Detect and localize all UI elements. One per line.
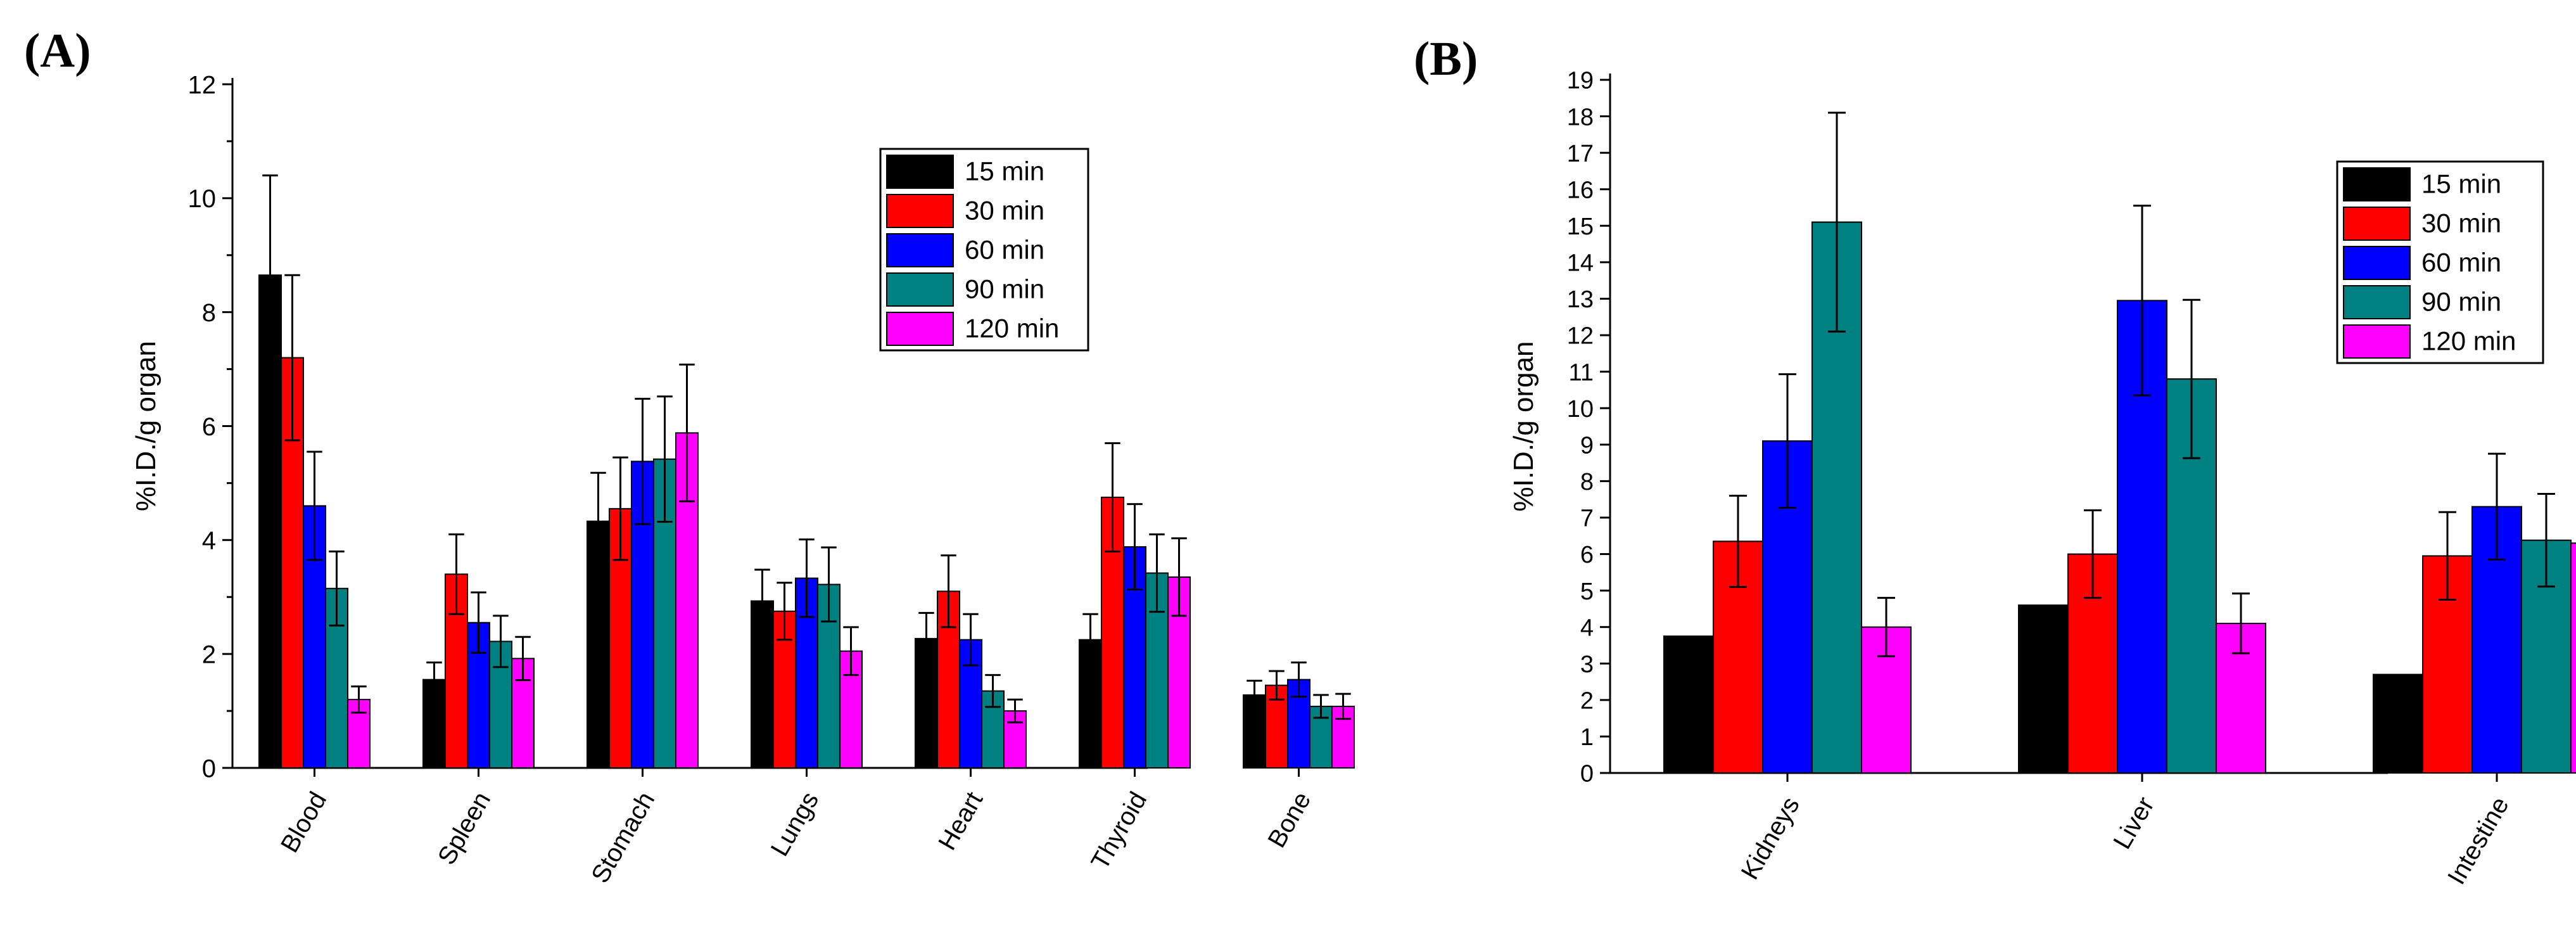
x-tick-label: Intestine [2442, 793, 2515, 890]
x-tick-label: Lungs [766, 788, 825, 861]
legend-swatch [2343, 167, 2411, 201]
bar [2570, 542, 2576, 774]
legend-label: 60 min [2421, 247, 2501, 277]
y-tick-label: 6 [202, 413, 216, 441]
legend-swatch [2343, 324, 2411, 359]
y-tick-label: 13 [1567, 286, 1594, 313]
y-tick-label: 0 [202, 755, 216, 782]
legend-swatch [886, 233, 954, 267]
y-tick-label: 6 [1580, 542, 1594, 568]
y-axis-title: %I.D./g organ [130, 341, 162, 511]
x-tick-label: Thyroid [1086, 788, 1152, 875]
legend-swatch [2343, 207, 2411, 241]
x-tick-label: Liver [2108, 793, 2159, 854]
legend: 15 min 30 min 60 min 90 min 120 min [879, 148, 1089, 352]
y-tick-label: 2 [202, 641, 216, 669]
x-tick-label: Stomach [586, 788, 660, 888]
y-axis-title: %I.D./g organ [1508, 341, 1539, 511]
y-tick-label: 10 [188, 185, 217, 213]
bar [1331, 705, 1355, 769]
y-tick-label: 19 [1567, 68, 1594, 94]
legend-swatch [886, 312, 954, 346]
x-tick-label: Heart [933, 788, 988, 855]
panel-label-b: (B) [1414, 32, 1478, 86]
legend-label: 120 min [965, 313, 1059, 343]
bar [1167, 576, 1191, 769]
y-tick-label: 8 [1580, 469, 1594, 495]
legend-label: 15 min [965, 156, 1044, 186]
legend-swatch [886, 155, 954, 189]
legend-label: 30 min [2421, 208, 2501, 238]
legend-label: 15 min [2421, 169, 2501, 198]
y-tick-label: 7 [1580, 506, 1594, 532]
y-tick-label: 8 [202, 299, 216, 327]
y-tick-label: 15 [1567, 214, 1594, 240]
bar [981, 690, 1005, 769]
y-tick-label: 17 [1567, 141, 1594, 167]
y-tick-label: 11 [1569, 359, 1594, 386]
panel-label-a: (A) [24, 24, 91, 77]
bar [2018, 604, 2069, 774]
y-tick-label: 18 [1567, 104, 1594, 131]
y-tick-label: 2 [1580, 688, 1594, 715]
y-tick-label: 14 [1567, 250, 1594, 277]
y-tick-label: 0 [1580, 761, 1594, 788]
y-tick-label: 3 [1580, 651, 1594, 678]
legend-swatch [886, 194, 954, 228]
x-tick-label: Bone [1262, 788, 1316, 853]
legend-label: 60 min [965, 234, 1044, 264]
legend-label: 120 min [2421, 326, 2516, 355]
legend-swatch [2343, 285, 2411, 319]
chart-a: 0 2 4 6 8 10 12 %I.D./g organ Blood Spleen Stomach… [130, 71, 1355, 888]
y-tick-label: 16 [1567, 177, 1594, 203]
y-tick-label: 12 [188, 71, 217, 99]
legend-swatch [2343, 246, 2411, 280]
y-tick-label: 9 [1580, 432, 1594, 459]
x-tick-label: Kidneys [1736, 793, 1805, 884]
bar [1663, 635, 1714, 774]
x-tick-label: Spleen [433, 788, 496, 870]
legend: 15 min 30 min 60 min 90 min 120 min [2336, 160, 2544, 364]
y-tick-label: 4 [1580, 615, 1594, 641]
bar [2373, 673, 2423, 774]
y-tick-label: 5 [1580, 578, 1594, 605]
bar [489, 641, 512, 769]
y-tick-label: 10 [1567, 396, 1594, 423]
y-tick-label: 4 [202, 527, 216, 555]
legend-label: 90 min [965, 274, 1044, 303]
x-tick-label: Blood [276, 788, 332, 858]
legend-swatch [886, 272, 954, 307]
y-tick-label: 12 [1567, 323, 1594, 350]
y-tick-label: 1 [1580, 724, 1594, 751]
legend-label: 30 min [965, 195, 1044, 225]
legend-label: 90 min [2421, 286, 2501, 316]
